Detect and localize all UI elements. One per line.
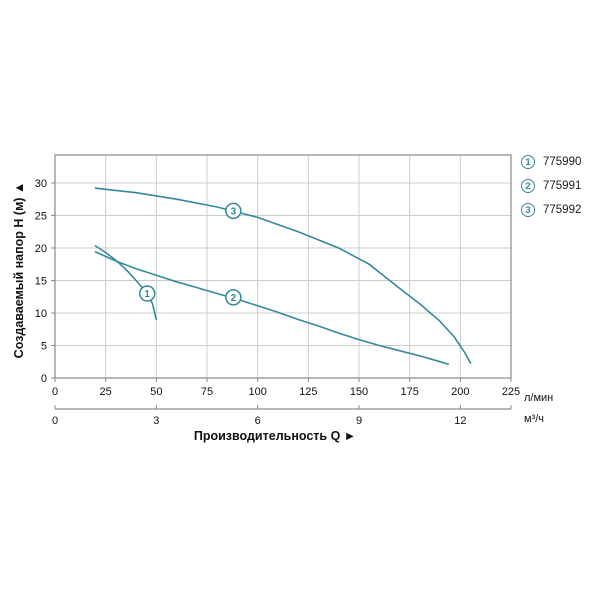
legend-marker-circle: 1 — [521, 155, 535, 169]
primary-x-axis-unit: л/мин — [524, 392, 554, 404]
legend: 1 775990 2 775991 3 775992 — [521, 150, 581, 222]
curve-marker-number-3: 3 — [231, 206, 237, 217]
x-tick-label: 200 — [451, 386, 469, 398]
plot-frame — [54, 154, 512, 379]
secondary-x-tick-label: 12 — [454, 415, 466, 427]
x-tick-label: 75 — [201, 386, 213, 398]
legend-label: 775991 — [543, 180, 582, 192]
y-tick-label: 20 — [35, 243, 47, 255]
x-tick-label: 125 — [299, 386, 317, 398]
x-tick-label: 225 — [502, 386, 520, 398]
secondary-x-tick-label: 0 — [52, 415, 58, 427]
curve-marker-number-1: 1 — [144, 289, 150, 300]
secondary-x-tick-label: 9 — [356, 415, 362, 427]
secondary-x-tick-label: 6 — [255, 415, 261, 427]
curve-marker-circle-3 — [225, 202, 242, 220]
x-axis-title: Производительность Q ► — [193, 429, 357, 443]
y-tick-label: 30 — [35, 178, 47, 190]
y-tick-label: 15 — [35, 275, 47, 287]
y-tick-label: 0 — [41, 373, 47, 385]
legend-label: 775992 — [543, 204, 582, 216]
x-tick-label: 100 — [248, 386, 266, 398]
y-tick-label: 5 — [41, 340, 47, 352]
curve-marker-circle-2 — [225, 289, 242, 306]
y-tick-label: 10 — [35, 308, 47, 320]
secondary-x-axis-unit: м³/ч — [524, 413, 545, 425]
curve-775990 — [94, 245, 158, 321]
curve-775991 — [94, 251, 449, 366]
legend-item-775990: 1 775990 — [521, 150, 581, 174]
curve-775992 — [94, 187, 472, 364]
x-tick-label: 150 — [350, 386, 368, 398]
legend-marker-circle: 2 — [521, 179, 535, 193]
x-tick-label: 50 — [150, 386, 162, 398]
secondary-x-tick-label: 3 — [153, 415, 159, 427]
x-tick-label: 175 — [400, 386, 418, 398]
legend-marker-circle: 3 — [521, 203, 535, 217]
x-tick-label: 0 — [52, 386, 58, 398]
legend-label: 775990 — [543, 156, 582, 168]
curve-marker-number-2: 2 — [231, 293, 237, 304]
legend-item-775991: 2 775991 — [521, 174, 581, 198]
legend-item-775992: 3 775992 — [521, 198, 581, 222]
y-tick-label: 25 — [35, 210, 47, 222]
x-tick-label: 25 — [100, 386, 112, 398]
curve-marker-circle-1 — [138, 285, 156, 302]
